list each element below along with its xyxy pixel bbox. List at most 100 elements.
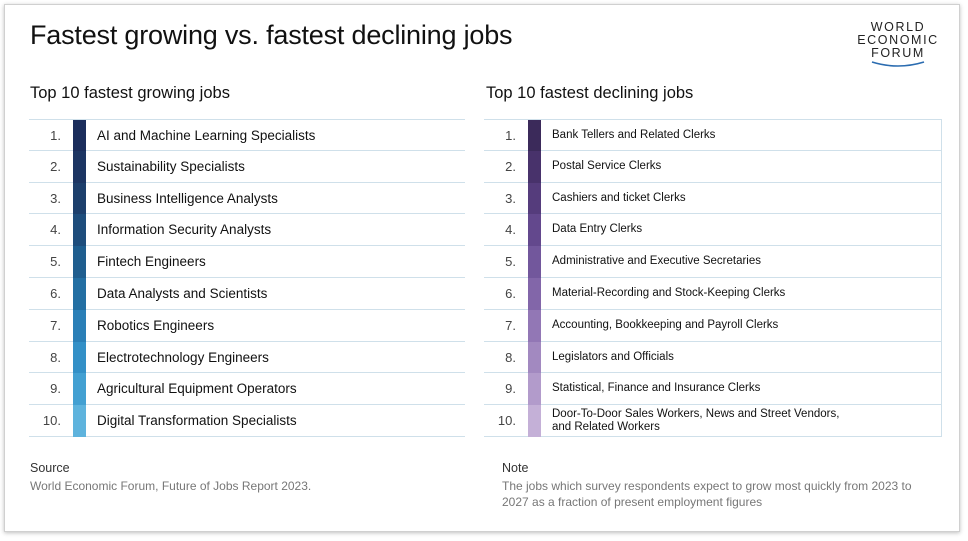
rank-number: 6.	[50, 285, 61, 301]
color-bar	[73, 150, 86, 183]
list-item: 4. Data Entry Clerks	[484, 214, 942, 247]
rank-number: 8.	[505, 349, 516, 365]
job-label-line-2: and Related Workers	[552, 421, 660, 434]
rank-number: 4.	[505, 222, 516, 238]
rank-number: 7.	[505, 317, 516, 333]
list-item: 2. Sustainability Specialists	[29, 150, 465, 183]
source-heading: Source	[30, 461, 70, 475]
list-item: 9. Agricultural Equipment Operators	[29, 373, 465, 406]
job-label: Information Security Analysts	[97, 222, 272, 238]
job-label: Business Intelligence Analysts	[97, 190, 278, 206]
infographic-card	[4, 4, 960, 532]
job-label: Fintech Engineers	[97, 254, 206, 270]
declining-jobs-list: 1. Bank Tellers and Related Clerks 2. Posta…	[484, 119, 942, 437]
rank-number: 9.	[50, 381, 61, 397]
note-heading: Note	[502, 461, 529, 475]
list-item: 10. Digital Transformation Specialists	[29, 405, 465, 437]
job-label-line-1: Door-To-Door Sales Workers, News and Str…	[552, 408, 840, 421]
color-bar	[528, 150, 541, 183]
rank-number: 5.	[50, 254, 61, 270]
list-item: 7. Accounting, Bookkeeping and Payroll Cl…	[484, 309, 942, 342]
rank-number: 2.	[505, 158, 516, 174]
color-bar	[73, 277, 86, 310]
color-bar	[528, 246, 541, 278]
logo-line-2: ECONOMIC	[857, 33, 939, 47]
color-bar	[73, 214, 86, 247]
source-text: World Economic Forum, Future of Jobs Rep…	[30, 479, 312, 493]
color-bar	[528, 214, 541, 247]
declining-heading: Top 10 fastest declining jobs	[486, 84, 694, 102]
job-label: Cashiers and ticket Clerks	[552, 191, 686, 204]
list-item: 8. Electrotechnology Engineers	[29, 341, 465, 374]
list-item: 7. Robotics Engineers	[29, 309, 465, 342]
job-label: Postal Service Clerks	[552, 159, 662, 172]
job-label: AI and Machine Learning Specialists	[97, 128, 316, 143]
color-bar	[73, 309, 86, 342]
job-label: Material-Recording and Stock-Keeping Cle…	[552, 286, 786, 299]
color-bar	[528, 373, 541, 406]
job-label: Data Analysts and Scientists	[97, 285, 268, 301]
note-text: The jobs which survey respondents expect…	[502, 478, 912, 510]
list-item: 5. Fintech Engineers	[29, 246, 465, 278]
list-item: 5. Administrative and Executive Secretari…	[484, 246, 942, 278]
color-bar	[73, 341, 86, 374]
rank-number: 6.	[505, 285, 516, 301]
job-label: Statistical, Finance and Insurance Clerk…	[552, 382, 761, 395]
note-text-line-2: 2027 as a fraction of present employment…	[502, 495, 763, 509]
job-label: Sustainability Specialists	[97, 158, 245, 174]
rank-number: 5.	[505, 254, 516, 270]
logo-line-3: FORUM	[871, 46, 925, 60]
job-label: Agricultural Equipment Operators	[97, 381, 297, 397]
color-bar	[528, 405, 541, 437]
rank-number: 10.	[497, 413, 516, 429]
job-label: Door-To-Door Sales Workers, News and Str…	[552, 408, 872, 434]
rank-number: 3.	[50, 190, 61, 206]
list-item: 10. Door-To-Door Sales Workers, News and …	[484, 405, 942, 437]
list-item: 9. Statistical, Finance and Insurance Cle…	[484, 373, 942, 406]
rank-number: 3.	[505, 190, 516, 206]
job-label: Data Entry Clerks	[552, 223, 643, 236]
wef-logo: WORLD ECONOMIC FORUM	[850, 21, 946, 68]
list-item: 4. Information Security Analysts	[29, 214, 465, 247]
note-text-line-1: The jobs which survey respondents expect…	[502, 479, 912, 493]
color-bar	[73, 373, 86, 406]
color-bar	[528, 341, 541, 374]
rank-number: 1.	[50, 128, 61, 143]
list-item: 1. AI and Machine Learning Specialists	[29, 119, 465, 152]
color-bar	[528, 120, 541, 152]
list-item: 6. Material-Recording and Stock-Keeping C…	[484, 277, 942, 310]
rank-number: 2.	[50, 158, 61, 174]
rank-number: 7.	[50, 317, 61, 333]
list-item: 1. Bank Tellers and Related Clerks	[484, 119, 942, 152]
rank-number: 9.	[505, 381, 516, 397]
job-label: Robotics Engineers	[97, 317, 215, 333]
rank-number: 1.	[505, 128, 516, 143]
job-label: Digital Transformation Specialists	[97, 413, 297, 429]
page-title: Fastest growing vs. fastest declining jo…	[30, 20, 513, 50]
rank-number: 4.	[50, 222, 61, 238]
job-label: Administrative and Executive Secretaries	[552, 255, 762, 268]
color-bar	[528, 182, 541, 215]
color-bar	[73, 246, 86, 278]
color-bar	[528, 309, 541, 342]
list-item: 3. Business Intelligence Analysts	[29, 182, 465, 215]
logo-swoosh-icon	[871, 61, 925, 67]
list-item: 3. Cashiers and ticket Clerks	[484, 182, 942, 215]
color-bar	[73, 182, 86, 215]
job-label: Bank Tellers and Related Clerks	[552, 129, 716, 141]
color-bar	[73, 405, 86, 437]
list-item: 6. Data Analysts and Scientists	[29, 277, 465, 310]
color-bar	[528, 277, 541, 310]
list-item: 2. Postal Service Clerks	[484, 150, 942, 183]
rank-number: 10.	[42, 413, 61, 429]
growing-heading: Top 10 fastest growing jobs	[30, 84, 230, 102]
list-item: 8. Legislators and Officials	[484, 341, 942, 374]
job-label: Legislators and Officials	[552, 350, 674, 363]
declining-list-right-border	[941, 119, 942, 437]
growing-jobs-list: 1. AI and Machine Learning Specialists 2. S…	[29, 119, 465, 437]
logo-line-1: WORLD	[870, 20, 926, 34]
job-label: Electrotechnology Engineers	[97, 349, 269, 365]
job-label: Accounting, Bookkeeping and Payroll Cler…	[552, 318, 779, 331]
color-bar	[73, 120, 86, 152]
rank-number: 8.	[50, 349, 61, 365]
